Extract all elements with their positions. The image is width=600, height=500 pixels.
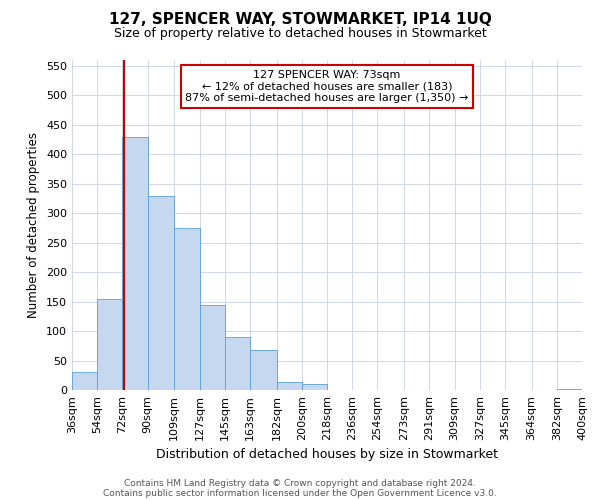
X-axis label: Distribution of detached houses by size in Stowmarket: Distribution of detached houses by size … <box>156 448 498 461</box>
Bar <box>72 372 97 390</box>
Bar <box>302 384 327 390</box>
Text: 127 SPENCER WAY: 73sqm
← 12% of detached houses are smaller (183)
87% of semi-de: 127 SPENCER WAY: 73sqm ← 12% of detached… <box>185 70 469 103</box>
Bar <box>557 389 582 390</box>
Bar <box>174 228 200 390</box>
Text: Contains public sector information licensed under the Open Government Licence v3: Contains public sector information licen… <box>103 488 497 498</box>
Text: Size of property relative to detached houses in Stowmarket: Size of property relative to detached ho… <box>113 28 487 40</box>
Bar <box>200 304 225 390</box>
Bar <box>97 298 122 390</box>
Bar <box>277 382 302 390</box>
Bar <box>250 350 277 390</box>
Bar <box>122 136 148 390</box>
Y-axis label: Number of detached properties: Number of detached properties <box>28 132 40 318</box>
Text: Contains HM Land Registry data © Crown copyright and database right 2024.: Contains HM Land Registry data © Crown c… <box>124 478 476 488</box>
Bar <box>148 196 174 390</box>
Bar <box>225 337 250 390</box>
Text: 127, SPENCER WAY, STOWMARKET, IP14 1UQ: 127, SPENCER WAY, STOWMARKET, IP14 1UQ <box>109 12 491 28</box>
